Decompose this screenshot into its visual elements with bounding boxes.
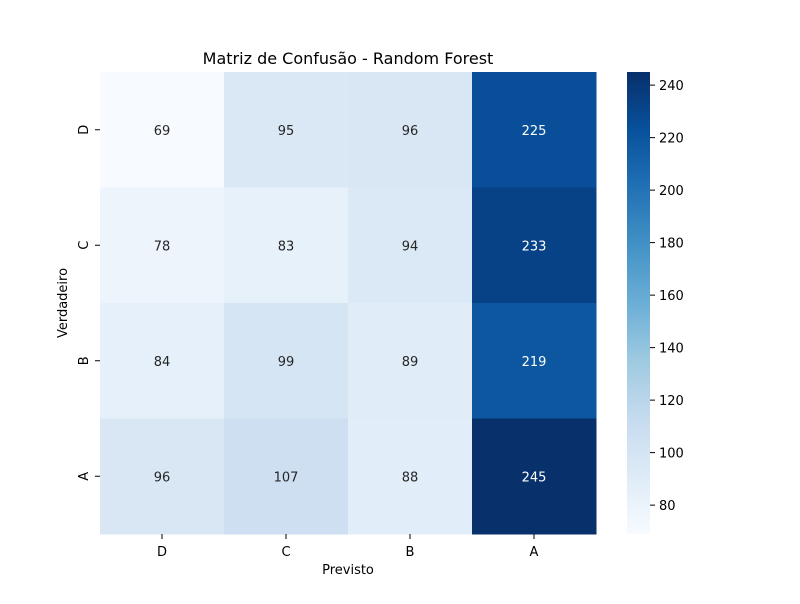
heatmap-cell [224,72,349,188]
heatmap-cell [100,72,225,188]
heatmap-cell [224,187,349,304]
colorbar-tick-label: 240 [659,79,684,94]
cell-value-label: 96 [402,124,419,139]
cell-value-label: 89 [402,355,419,370]
cell-value-label: 95 [278,124,295,139]
colorbar-tick-label: 120 [659,394,684,409]
cell-value-label: 245 [522,470,547,485]
cell-value-label: 78 [154,239,171,254]
cell-value-label: 96 [154,470,171,485]
y-tick-label: A [77,472,92,481]
heatmap-cell [348,418,473,535]
heatmap-cell [348,303,473,419]
heatmap-cells [100,72,597,535]
heatmap-cell [348,72,473,188]
cell-value-label: 69 [154,124,171,139]
colorbar-tick-label: 180 [659,237,684,252]
chart-title: Matriz de Confusão - Random Forest [203,49,494,68]
x-tick-label: A [530,545,539,560]
x-tick-label: B [406,545,415,560]
y-tick-label: B [77,356,92,365]
heatmap-cell [100,418,225,535]
y-tick-label: C [77,241,92,250]
colorbar-tick-label: 80 [659,499,676,514]
y-axis-ticks: D C B A [77,125,100,481]
colorbar-tick-label: 220 [659,132,684,147]
cell-value-label: 99 [278,355,295,370]
colorbar-tick-label: 200 [659,184,684,199]
heatmap-cell [224,303,349,419]
heatmap-cell [100,303,225,419]
heatmap-cell [100,187,225,304]
heatmap-cell [348,187,473,304]
y-tick-label: D [77,125,92,135]
heatmap-cell [472,72,597,188]
cell-value-label: 219 [522,355,547,370]
cell-value-label: 83 [278,239,295,254]
cell-value-label: 88 [402,470,419,485]
heatmap-cell-labels: 69 95 96 225 78 83 94 233 84 99 89 219 96 107 88 245 [154,124,547,486]
heatmap-cell [224,418,349,535]
x-tick-label: D [157,545,167,560]
colorbar-tick-label: 140 [659,342,684,357]
heatmap-cell [472,303,597,419]
colorbar-tick-label: 100 [659,447,684,462]
cell-value-label: 233 [522,239,547,254]
cell-value-label: 94 [402,239,419,254]
cell-value-label: 225 [522,124,547,139]
x-axis-label: Previsto [322,563,374,578]
heatmap-cell [472,418,597,535]
cell-value-label: 107 [274,470,299,485]
colorbar-tick-label: 160 [659,289,684,304]
y-axis-label: Verdadeiro [56,268,71,338]
heatmap-cell [472,187,597,304]
cell-value-label: 84 [154,355,171,370]
colorbar-ticks: 80 100 120 140 160 180 200 220 240 [650,79,684,514]
x-tick-label: C [281,545,290,560]
colorbar [627,72,650,534]
